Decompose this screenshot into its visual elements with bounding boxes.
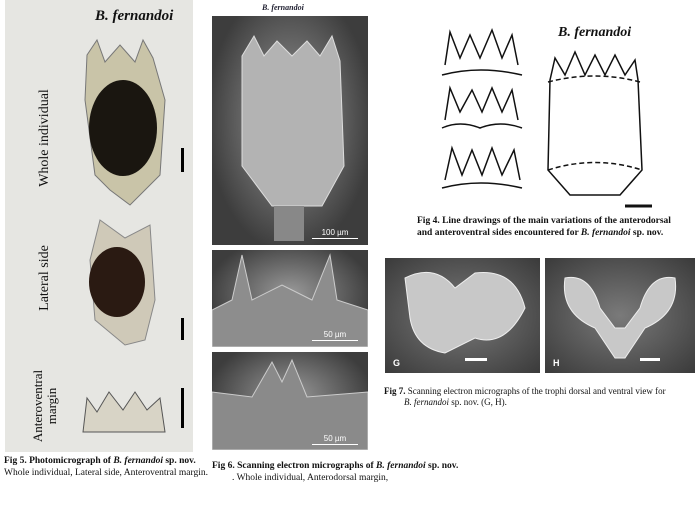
caption-text: and anteroventral sides encountered for	[417, 228, 581, 238]
fig4-title: B. fernandoi	[558, 25, 632, 40]
caption-line1: Fig 4. Line drawings of the main variati…	[417, 216, 671, 226]
caption-text: sp. nov. (G, H).	[449, 397, 507, 407]
caption-species: B. fernandoi	[404, 397, 449, 407]
sem-trophi-dorsal: G	[385, 258, 540, 373]
caption-text: sp. nov.	[425, 461, 459, 471]
fig4-caption: Fig 4. Line drawings of the main variati…	[417, 215, 700, 239]
scale-label: 100 µm	[321, 228, 349, 237]
scale-bar	[181, 388, 184, 428]
caption-species: B. fernandoi	[113, 456, 163, 466]
fig7-caption: Fig 7. Scanning electron micrographs of …	[384, 386, 694, 408]
fig6-caption: Fig 6. Scanning electron micrographs of …	[212, 460, 472, 484]
scale-bar	[181, 318, 184, 340]
fig5-panel: B. fernandoi Whole individual Lateral si…	[5, 0, 193, 452]
panel-label-h: H	[553, 358, 560, 368]
sem-anterodorsal-2: 50 µm	[212, 352, 368, 450]
fig4-line-drawings	[441, 27, 652, 208]
caption-species: B. fernandoi	[580, 228, 631, 238]
fig5-photomicrographs	[82, 38, 184, 433]
caption-line2: . Whole individual, Anterodorsal margin,	[232, 473, 389, 483]
scale-bar	[640, 358, 660, 361]
sem-whole-individual: 100 µm	[212, 16, 368, 245]
scale-label: 50 µm	[323, 434, 347, 443]
caption-line2: Whole individual, Lateral side, Anterove…	[4, 468, 209, 478]
fig5-caption: Fig 5. Photomicrograph of B. fernandoi s…	[4, 455, 214, 479]
fig5-title: B. fernandoi	[95, 8, 174, 24]
caption-text: Fig 6. Scanning electron micrographs of	[212, 461, 377, 471]
caption-line1: Scanning electron micrographs of the tro…	[405, 386, 666, 396]
caption-text: sp. nov.	[162, 456, 196, 466]
sem-anterodorsal-1: 50 µm	[212, 250, 368, 347]
scale-label: 50 µm	[323, 330, 347, 339]
panel-label-g: G	[393, 358, 401, 368]
sem-trophi-ventral: H	[545, 258, 695, 373]
caption-prefix: Fig 7.	[384, 386, 406, 396]
scale-bar	[181, 148, 184, 172]
caption-species: B. fernandoi	[376, 461, 426, 471]
caption-text: sp. nov.	[630, 228, 664, 238]
caption-text: Fig 5. Photomicrograph of	[4, 456, 114, 466]
fig6-title: B. fernandoi	[262, 3, 304, 12]
scale-bar	[465, 358, 487, 361]
